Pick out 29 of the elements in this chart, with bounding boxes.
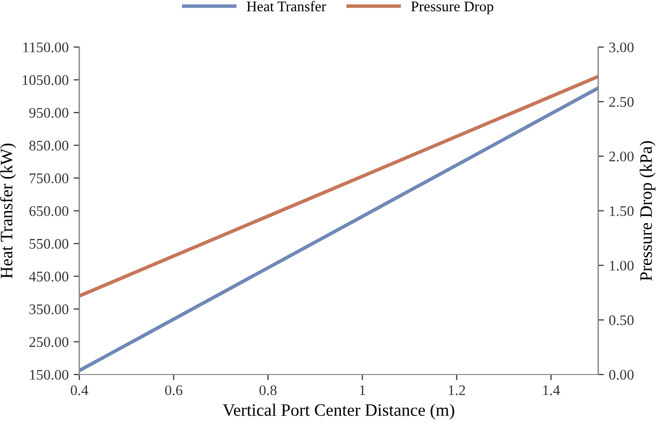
x-tick-label: 1.4 [543,385,560,396]
y-tick-label: 650.00 [29,206,68,216]
y2-tick-label: 2.50 [609,97,634,107]
y2-tick-label: 1.50 [610,206,634,216]
y-tick-label: 250.00 [29,337,68,348]
y-tick-label: 750.00 [30,173,68,184]
y-tick-label: 950.00 [29,108,68,118]
y-tick-label: 150.00 [30,370,68,380]
y-tick-label: 850.00 [29,140,68,151]
y-tick-label: 350.00 [29,304,68,314]
y-tick-label: 550.00 [30,238,68,249]
x-tick-label: 0.4 [70,385,88,396]
y-tick-label: 1050.00 [22,75,68,86]
y2-axis-title: Pressure Drop (kPa) [640,141,656,281]
x-tick-label: 1 [360,385,366,396]
x-tick-label: 1.2 [448,385,465,396]
y2-tick-label: 0.50 [609,315,634,326]
y2-tick-label: 3.00 [609,42,634,52]
x-tick-label: 0.6 [165,385,182,396]
legend-label: Pressure Drop [411,2,494,14]
y-axis-title: Heat Transfer (kW) [0,144,16,278]
y-tick-label: 450.00 [29,272,68,282]
legend-label: Heat Transfer [246,0,326,12]
x-tick-label: 0.8 [259,385,277,396]
y2-tick-label: 1.00 [610,260,634,271]
y2-tick-label: 2.00 [609,152,634,162]
x-axis-title: Vertical Port Center Distance (m) [222,404,454,420]
y-tick-label: 1150.00 [23,42,68,52]
y2-tick-label: 0.00 [609,370,634,380]
